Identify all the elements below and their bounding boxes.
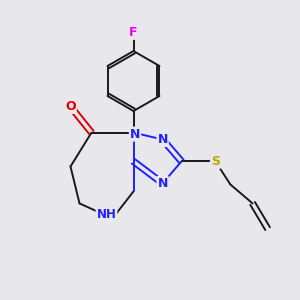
Text: N: N [158,133,168,146]
Text: O: O [65,100,76,113]
Text: N: N [130,128,140,141]
Text: NH: NH [97,208,116,221]
Text: F: F [129,26,138,39]
Text: S: S [211,155,220,168]
Text: N: N [158,177,168,190]
